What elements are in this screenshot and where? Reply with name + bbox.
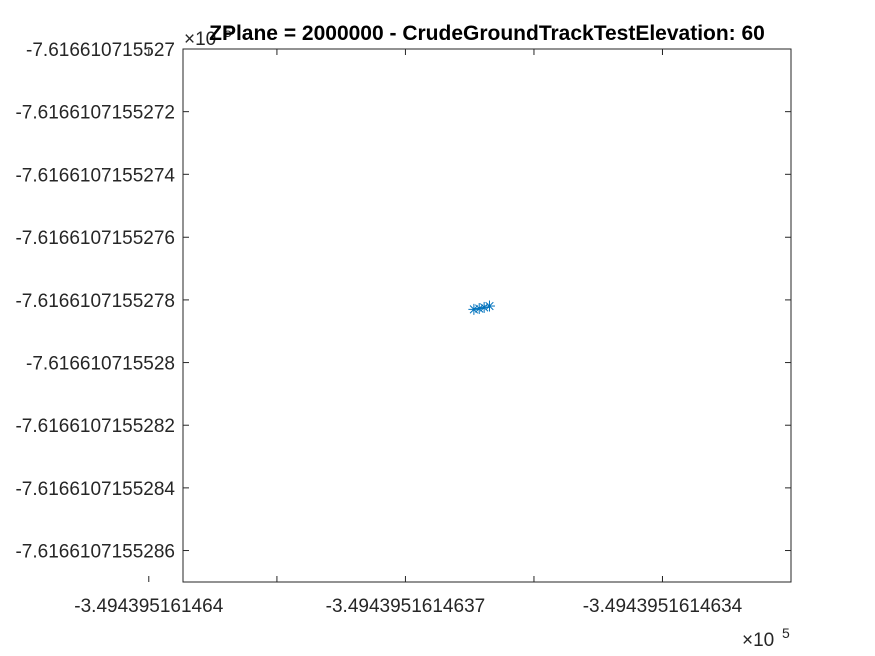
y-tick-label: -7.6166107155278 <box>15 291 175 312</box>
x-exponent-base: ×10 <box>742 630 774 651</box>
plot-frame <box>182 48 792 583</box>
asterisk-stroke <box>479 303 489 312</box>
y-tick-label: -7.6166107155272 <box>15 103 175 124</box>
chart-title: ZPlane = 2000000 - CrudeGroundTrackTestE… <box>209 22 765 45</box>
asterisk-stroke <box>485 301 494 311</box>
y-tick-label: -7.6166107155274 <box>15 165 175 186</box>
asterisk-stroke <box>475 304 484 313</box>
y-exponent-power: 5 <box>224 24 232 40</box>
data-point <box>483 300 495 312</box>
asterisk-stroke <box>469 305 479 314</box>
x-tick-label: -3.4943951614634 <box>583 596 743 617</box>
y-tick-label: -7.616610715527 <box>26 40 175 61</box>
x-tick-label: -3.494395161464 <box>74 596 223 617</box>
y-exponent-base: ×10 <box>184 29 216 50</box>
y-tick-label: -7.6166107155286 <box>15 542 175 563</box>
data-points <box>468 300 495 315</box>
y-tick-label: -7.616610715528 <box>26 354 175 375</box>
tick-labels: -3.494395161464 -3.4943951614637 -3.494395… <box>15 40 742 617</box>
x-tick-label: -3.4943951614637 <box>326 596 486 617</box>
data-point <box>473 303 485 315</box>
plot-area <box>183 49 791 582</box>
y-tick-label: -7.6166107155282 <box>15 416 175 437</box>
y-tick-label: -7.6166107155276 <box>15 228 175 249</box>
y-tick-label: -7.6166107155284 <box>15 479 175 500</box>
x-exponent-power: 5 <box>782 625 790 641</box>
